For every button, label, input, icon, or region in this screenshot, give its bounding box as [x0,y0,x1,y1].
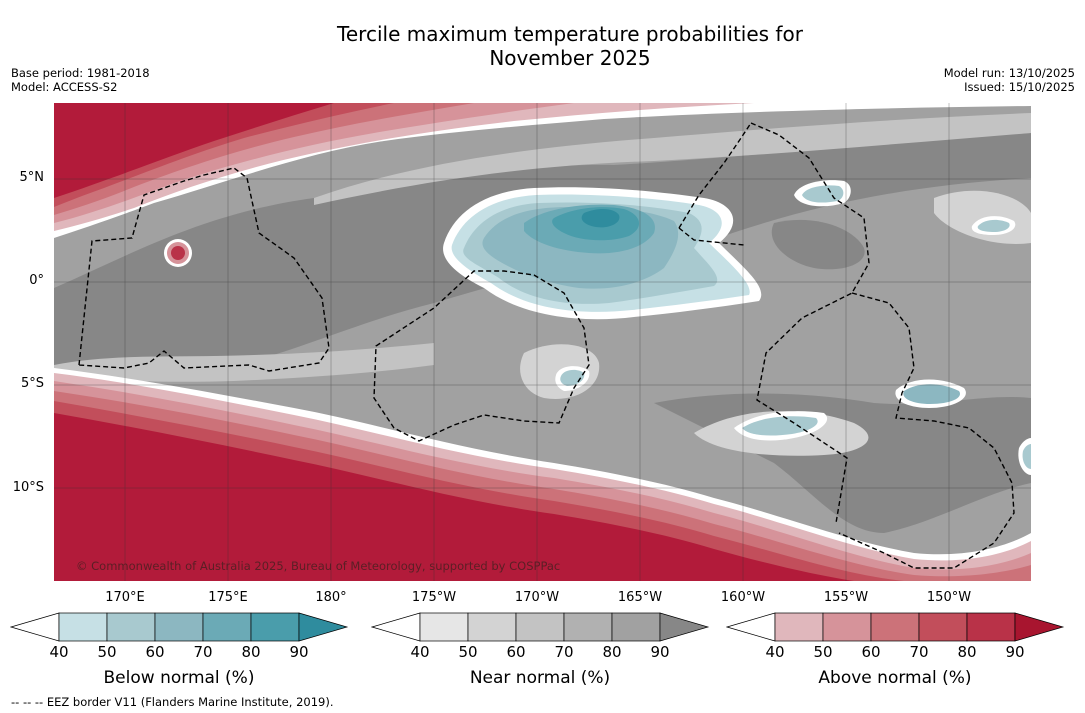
cbar-near-tick-40: 40 [410,643,430,661]
cbar-near-tick-60: 60 [506,643,526,661]
issued-date: Issued: 15/10/2025 [964,80,1075,94]
cbar-below-upper-extend [298,612,349,642]
lon-label-150w: 150°W [926,590,972,605]
lat-label-5n: 5°N [19,170,45,185]
graticule [54,103,1031,581]
cbar-above-80-90 [966,612,1016,642]
cbar-near-40-50 [419,612,469,642]
cbar-above-upper-extend [1014,612,1065,642]
lon-label-170w: 170°W [514,590,560,605]
cbar-above-40-50 [774,612,824,642]
chart-title: Tercile maximum temperature probabilitie… [0,22,1085,70]
lon-label-175w: 175°W [411,590,457,605]
colorbar-above-normal [726,612,1065,642]
lon-label-175e: 175°E [208,590,248,605]
cbar-below-40-50 [58,612,108,642]
cbar-above-label: Above normal (%) [818,668,972,688]
cbar-above-tick-70: 70 [909,643,929,661]
cbar-above-tick-90: 90 [1005,643,1025,661]
cbar-near-60-70 [515,612,565,642]
lon-label-155w: 155°W [823,590,869,605]
copyright-notice: © Commonwealth of Australia 2025, Bureau… [76,559,561,573]
title-line-1: Tercile maximum temperature probabilitie… [337,22,803,46]
cbar-near-80-90 [611,612,661,642]
near-normal-60-band [54,343,434,382]
cbar-below-tick-60: 60 [145,643,165,661]
cbar-near-label: Near normal (%) [469,668,611,688]
meta-left: Base period: 1981-2018 Model: ACCESS-S2 [11,66,150,94]
cbar-below-lower-extend [10,612,60,642]
model-run: Model run: 13/10/2025 [943,66,1075,80]
lat-label-5s: 5°S [20,376,44,391]
below-normal-patch-ne-inner [802,185,844,203]
cbar-below-tick-50: 50 [97,643,117,661]
cbar-above-lower-extend [726,612,776,642]
below-normal-patch-se-inner [742,416,818,436]
lon-label-165w: 165°W [617,590,663,605]
below-normal-patch-east-inner [903,384,961,404]
cbar-above-60-70 [870,612,920,642]
colorbar-below-normal [10,612,349,642]
cbar-below-tick-90: 90 [289,643,309,661]
cbar-near-tick-80: 80 [602,643,622,661]
cbar-below-tick-70: 70 [193,643,213,661]
cbar-below-80-90 [250,612,300,642]
cbar-near-tick-90: 90 [650,643,670,661]
cbar-near-lower-extend [371,612,421,642]
cbar-above-tick-60: 60 [861,643,881,661]
below-normal-patch-far-east-inner [977,219,1010,232]
lon-label-180: 180° [315,590,347,605]
below-normal-90 [581,209,620,228]
colorbar-near-normal [371,612,710,642]
eez-borders [78,122,1015,569]
cbar-above-tick-40: 40 [765,643,785,661]
below-normal-patch-edge-inner [1022,444,1031,469]
cbar-near-70-80 [563,612,613,642]
above-normal-spot-90 [171,246,185,260]
cbar-below-60-70 [154,612,204,642]
meta-right: Model run: 13/10/2025 Issued: 15/10/2025 [944,66,1075,94]
near-normal-60-belt-north [314,113,1031,205]
cbar-below-label: Below normal (%) [103,668,255,688]
cbar-above-tick-80: 80 [957,643,977,661]
cbar-above-70-80 [918,612,968,642]
model-name: Model: ACCESS-S2 [11,80,118,94]
cbar-below-tick-40: 40 [49,643,69,661]
lon-label-170e: 170°E [105,590,145,605]
above-normal-south-90 [54,413,854,581]
above-normal-northwest-90 [54,103,334,198]
lat-label-10s: 10°S [12,480,44,495]
probability-map[interactable] [54,103,1031,581]
cbar-near-upper-extend [659,612,710,642]
eez-footnote: -- -- -- EEZ border V11 (Flanders Marine… [11,695,334,709]
title-line-2: November 2025 [489,46,651,70]
lat-label-0: 0° [29,273,44,288]
cbar-near-50-60 [467,612,517,642]
base-period: Base period: 1981-2018 [11,66,150,80]
cbar-below-70-80 [202,612,252,642]
cbar-above-50-60 [822,612,872,642]
cbar-below-50-60 [106,612,156,642]
cbar-near-tick-70: 70 [554,643,574,661]
near-normal-90-patch-east [771,219,865,270]
map-canvas [54,103,1031,581]
cbar-near-tick-50: 50 [458,643,478,661]
lon-label-160w: 160°W [720,590,766,605]
cbar-above-tick-50: 50 [813,643,833,661]
cbar-below-tick-80: 80 [241,643,261,661]
